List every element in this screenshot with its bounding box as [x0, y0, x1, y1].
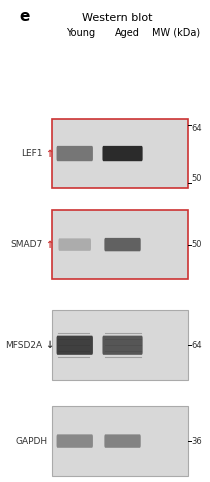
FancyBboxPatch shape: [52, 119, 188, 188]
Text: 64: 64: [191, 341, 202, 350]
FancyBboxPatch shape: [102, 146, 143, 161]
Text: ↑: ↑: [45, 240, 53, 250]
Text: MFSD2A: MFSD2A: [5, 341, 42, 350]
Text: e: e: [19, 9, 30, 24]
Text: ↓: ↓: [45, 340, 53, 350]
Text: GAPDH: GAPDH: [16, 437, 48, 445]
FancyBboxPatch shape: [104, 434, 141, 448]
Text: 50: 50: [191, 240, 202, 249]
Text: ↑: ↑: [45, 148, 53, 159]
FancyBboxPatch shape: [58, 239, 91, 251]
Text: Aged: Aged: [115, 28, 140, 38]
Text: Young: Young: [66, 28, 95, 38]
FancyBboxPatch shape: [56, 146, 93, 161]
Text: 64: 64: [191, 123, 202, 133]
Text: 36: 36: [191, 437, 202, 445]
Text: SMAD7: SMAD7: [10, 240, 42, 249]
Text: 50: 50: [191, 174, 202, 184]
Text: MW (kDa): MW (kDa): [152, 28, 200, 38]
Text: Western blot: Western blot: [81, 13, 152, 23]
FancyBboxPatch shape: [52, 310, 188, 380]
FancyBboxPatch shape: [52, 406, 188, 476]
Text: LEF1: LEF1: [21, 149, 42, 158]
FancyBboxPatch shape: [56, 434, 93, 448]
FancyBboxPatch shape: [52, 210, 188, 280]
FancyBboxPatch shape: [56, 335, 93, 355]
FancyBboxPatch shape: [102, 335, 143, 355]
FancyBboxPatch shape: [104, 238, 141, 251]
